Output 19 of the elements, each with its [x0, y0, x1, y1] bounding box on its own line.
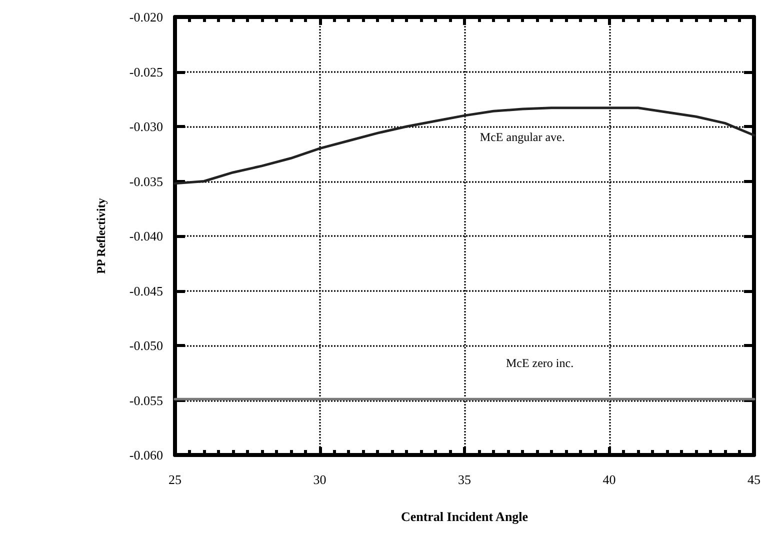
y-tick-label: -0.045	[129, 283, 163, 298]
series-label: McE angular ave.	[480, 130, 565, 144]
x-tick-label: 35	[458, 472, 471, 487]
y-tick-label: -0.060	[129, 448, 163, 462]
y-tick-label: -0.055	[129, 392, 163, 408]
y-tick-label: -0.050	[129, 338, 163, 353]
y-tick-label: -0.035	[129, 174, 163, 189]
y-axis-title: PP Reflectivity	[94, 198, 108, 274]
y-tick-label: -0.020	[129, 10, 163, 24]
x-tick-label: 30	[313, 472, 326, 487]
y-tick-label: -0.040	[129, 228, 163, 244]
x-tick-label: 45	[748, 472, 760, 487]
line-series	[174, 106, 756, 185]
x-axis-title: Central Incident Angle	[400, 509, 528, 524]
y-tick-label: -0.030	[129, 119, 163, 134]
x-tick-label: 40	[602, 472, 616, 487]
text: McE zero inc.	[506, 356, 574, 370]
y-tick-label: -0.025	[129, 64, 163, 80]
x-tick-label: 25	[168, 472, 182, 487]
